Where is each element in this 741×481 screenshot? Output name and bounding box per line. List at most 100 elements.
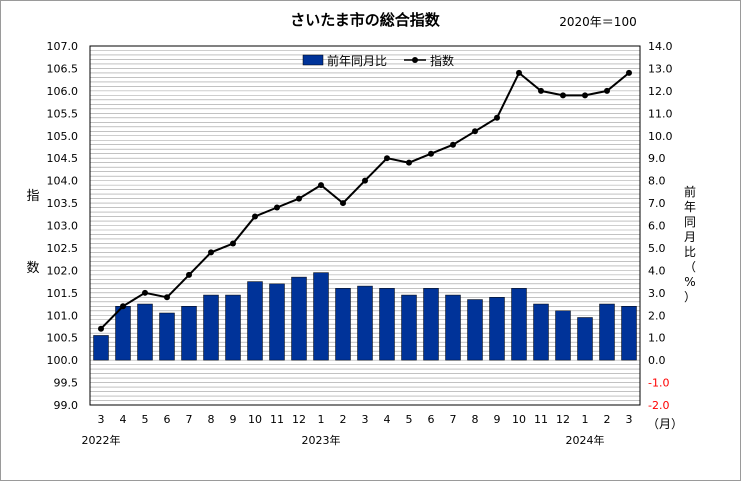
line-point xyxy=(626,69,632,76)
line-point xyxy=(494,114,500,121)
line-series xyxy=(98,69,632,332)
left-tick-label: 101.0 xyxy=(47,309,79,322)
bar xyxy=(555,310,571,361)
line-point xyxy=(384,155,390,162)
line-point xyxy=(318,182,324,189)
right-tick-label: 8.0 xyxy=(648,175,666,188)
right-tick-label: 14.0 xyxy=(648,40,673,53)
chart-title: さいたま市の総合指数 xyxy=(290,11,441,29)
right-axis-label-char: % xyxy=(684,275,695,289)
line-point xyxy=(604,87,610,94)
right-tick-label: -1.0 xyxy=(648,377,669,390)
bar xyxy=(379,288,395,361)
left-tick-label: 99.5 xyxy=(54,377,79,390)
line-point xyxy=(406,159,412,166)
x-tick-label: 9 xyxy=(230,413,237,426)
right-axis-label-char: （ xyxy=(684,260,696,274)
line-point xyxy=(208,249,214,256)
left-axis-label-char: 指 xyxy=(26,189,39,204)
left-tick-label: 100.0 xyxy=(47,354,79,367)
year-labels: 2022年 2023年 2024年 xyxy=(82,433,605,447)
line-point xyxy=(516,69,522,76)
bar xyxy=(115,306,131,361)
left-axis-ticks: 99.0 99.5 100.0 100.5 101.0 101.5 102.0 102.5 10… xyxy=(47,40,79,412)
month-unit: （月） xyxy=(647,417,683,431)
right-axis-label-char: 同 xyxy=(684,215,696,229)
line-point xyxy=(164,294,170,301)
right-axis-label-char: 前 xyxy=(684,184,696,199)
legend: 前年同月比 指数 xyxy=(302,53,454,68)
line-point xyxy=(340,200,346,207)
left-tick-label: 101.5 xyxy=(47,287,79,300)
right-axis-label: 前年同月比（%） xyxy=(684,184,696,304)
x-tick-label: 4 xyxy=(384,413,391,426)
x-tick-label: 3 xyxy=(626,413,633,426)
line-point xyxy=(450,141,456,148)
left-tick-label: 102.5 xyxy=(47,242,79,255)
left-tick-label: 100.5 xyxy=(47,332,79,345)
x-tick-label: 8 xyxy=(208,413,215,426)
x-tick-label: 4 xyxy=(120,413,127,426)
year-label: 2022年 xyxy=(82,433,121,447)
base-note: 2020年＝100 xyxy=(559,15,636,29)
bar xyxy=(357,285,373,361)
plot-area xyxy=(89,45,641,406)
right-tick-label: 7.0 xyxy=(648,197,666,210)
x-tick-label: 12 xyxy=(556,413,570,426)
left-tick-label: 105.5 xyxy=(47,107,79,120)
x-tick-label: 7 xyxy=(450,413,457,426)
bar xyxy=(577,317,593,361)
bar xyxy=(291,276,307,361)
x-tick-label: 5 xyxy=(406,413,413,426)
bar xyxy=(533,303,549,361)
bar xyxy=(159,312,175,361)
line-point xyxy=(98,325,104,332)
bar xyxy=(621,306,637,361)
line-point xyxy=(142,289,148,296)
left-axis-label: 指数 xyxy=(26,189,39,276)
line-point xyxy=(296,195,302,202)
bar xyxy=(313,272,329,361)
line-point xyxy=(362,177,368,184)
bar-series xyxy=(93,272,637,361)
bar xyxy=(511,288,527,361)
legend-line-label: 指数 xyxy=(430,53,454,68)
right-tick-label: 10.0 xyxy=(648,130,673,143)
bar xyxy=(445,294,461,361)
x-tick-label: 7 xyxy=(186,413,193,426)
left-tick-label: 104.0 xyxy=(47,175,79,188)
right-tick-label: 4.0 xyxy=(648,264,666,277)
year-label: 2023年 xyxy=(302,433,341,447)
left-tick-label: 106.0 xyxy=(47,85,79,98)
bar xyxy=(225,294,241,361)
left-tick-label: 106.5 xyxy=(47,62,79,75)
x-tick-label: 1 xyxy=(318,413,325,426)
x-tick-label: 2 xyxy=(604,413,611,426)
x-tick-label: 6 xyxy=(428,413,435,426)
bar xyxy=(599,303,615,361)
x-tick-label: 6 xyxy=(164,413,171,426)
line-point xyxy=(428,150,434,157)
right-tick-label: -2.0 xyxy=(648,399,669,412)
left-tick-label: 103.0 xyxy=(47,220,79,233)
right-tick-label: 9.0 xyxy=(648,152,666,165)
right-tick-label: 3.0 xyxy=(648,287,666,300)
x-tick-label: 9 xyxy=(494,413,501,426)
x-tick-label: 10 xyxy=(248,413,262,426)
line-point xyxy=(186,271,192,278)
right-axis-label-char: 月 xyxy=(684,230,696,244)
right-axis-ticks: -2.0 -1.0 0.0 1.0 2.0 3.0 4.0 5.0 6.0 7.0 8.0 9.0 10… xyxy=(648,40,673,412)
right-axis-label-char: 年 xyxy=(684,200,696,214)
bar xyxy=(401,294,417,361)
left-tick-label: 99.0 xyxy=(54,399,79,412)
bar xyxy=(467,299,483,361)
bar xyxy=(247,281,263,361)
bar xyxy=(423,288,439,361)
right-tick-label: 5.0 xyxy=(648,242,666,255)
line-point xyxy=(472,128,478,135)
right-tick-label: 1.0 xyxy=(648,332,666,345)
line-point xyxy=(560,92,566,99)
line-point xyxy=(252,213,258,220)
left-tick-label: 102.0 xyxy=(47,264,79,277)
